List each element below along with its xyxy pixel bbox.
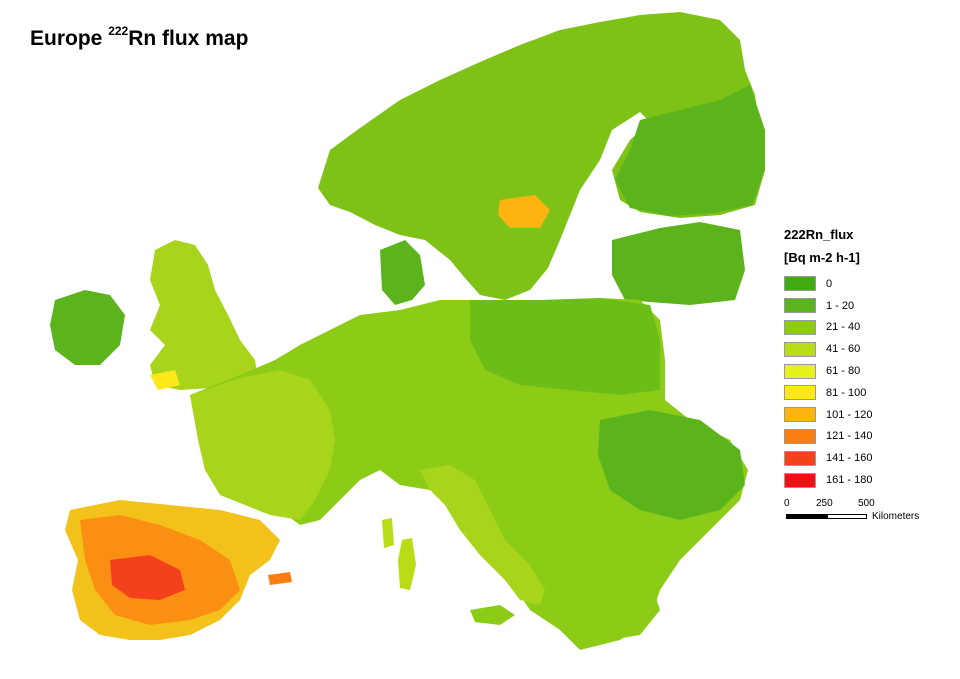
scale-segment-black — [786, 514, 828, 519]
region-iberia-peak — [110, 555, 185, 600]
legend-swatch — [784, 428, 816, 444]
title-prefix: Europe — [30, 27, 109, 50]
legend-item: 21 - 40 — [784, 317, 934, 339]
region-ireland — [50, 290, 125, 365]
legend-swatch — [784, 450, 816, 466]
scale-tick-500: 500 — [858, 498, 875, 509]
scale-segment-white — [827, 514, 867, 519]
legend-label: 61 - 80 — [826, 365, 861, 378]
region-britain — [150, 240, 258, 390]
legend-item: 1 - 20 — [784, 295, 934, 317]
legend-title: 222Rn_flux — [784, 227, 854, 242]
region-sweden-hot — [498, 195, 550, 228]
legend-swatch — [784, 363, 816, 379]
region-scandinavia — [318, 12, 765, 300]
legend-label: 0 — [826, 277, 833, 290]
scale-tick-0: 0 — [784, 498, 790, 509]
legend-unit: [Bq m-2 h-1] — [784, 250, 860, 265]
legend-label: 141 - 160 — [826, 452, 873, 465]
region-poland — [470, 298, 660, 395]
region-balearic — [268, 572, 292, 585]
region-finland — [615, 85, 765, 216]
legend-item: 81 - 100 — [784, 382, 934, 404]
legend-item: 41 - 60 — [784, 338, 934, 360]
legend-label: 41 - 60 — [826, 343, 861, 356]
legend-swatch — [784, 385, 816, 401]
title-suffix: Rn flux map — [128, 27, 249, 50]
legend-item: 121 - 140 — [784, 426, 934, 448]
legend-item: 101 - 120 — [784, 404, 934, 426]
legend-swatch — [784, 472, 816, 488]
title-superscript: 222 — [108, 24, 129, 38]
scale-tick-250: 250 — [816, 498, 833, 509]
scale-bar: 0 250 500 Kilometers — [784, 498, 934, 528]
legend-label: 81 - 100 — [826, 386, 867, 399]
region-cornwall — [150, 370, 180, 390]
legend-label: 21 - 40 — [826, 321, 861, 334]
map-title: Europe 222Rn flux map — [30, 24, 249, 51]
region-greece — [575, 555, 660, 640]
legend-swatch — [784, 407, 816, 423]
region-romania — [598, 410, 745, 520]
region-france — [190, 370, 335, 520]
legend-items: 0 1 - 20 21 - 40 41 - 60 61 - 80 81 - 100 101 … — [784, 273, 934, 491]
legend-item: 0 — [784, 273, 934, 295]
scale-unit: Kilometers — [872, 511, 920, 522]
legend-swatch — [784, 276, 816, 292]
legend-swatch — [784, 319, 816, 335]
legend-item: 61 - 80 — [784, 360, 934, 382]
region-baltics — [612, 222, 745, 305]
legend-label: 121 - 140 — [826, 430, 873, 443]
region-sardinia — [398, 538, 416, 590]
legend-label: 1 - 20 — [826, 299, 855, 312]
region-sicily — [470, 605, 515, 625]
region-italy — [420, 465, 545, 605]
legend-swatch — [784, 298, 816, 314]
legend: 222Rn_flux [Bq m-2 h-1] 0 1 - 20 21 - 40 41… — [784, 226, 934, 491]
region-corsica — [382, 518, 394, 548]
legend-item: 141 - 160 — [784, 447, 934, 469]
region-denmark — [380, 240, 425, 305]
legend-swatch — [784, 341, 816, 357]
legend-label: 161 - 180 — [826, 474, 873, 487]
legend-item: 161 - 180 — [784, 469, 934, 491]
legend-label: 101 - 120 — [826, 408, 873, 421]
